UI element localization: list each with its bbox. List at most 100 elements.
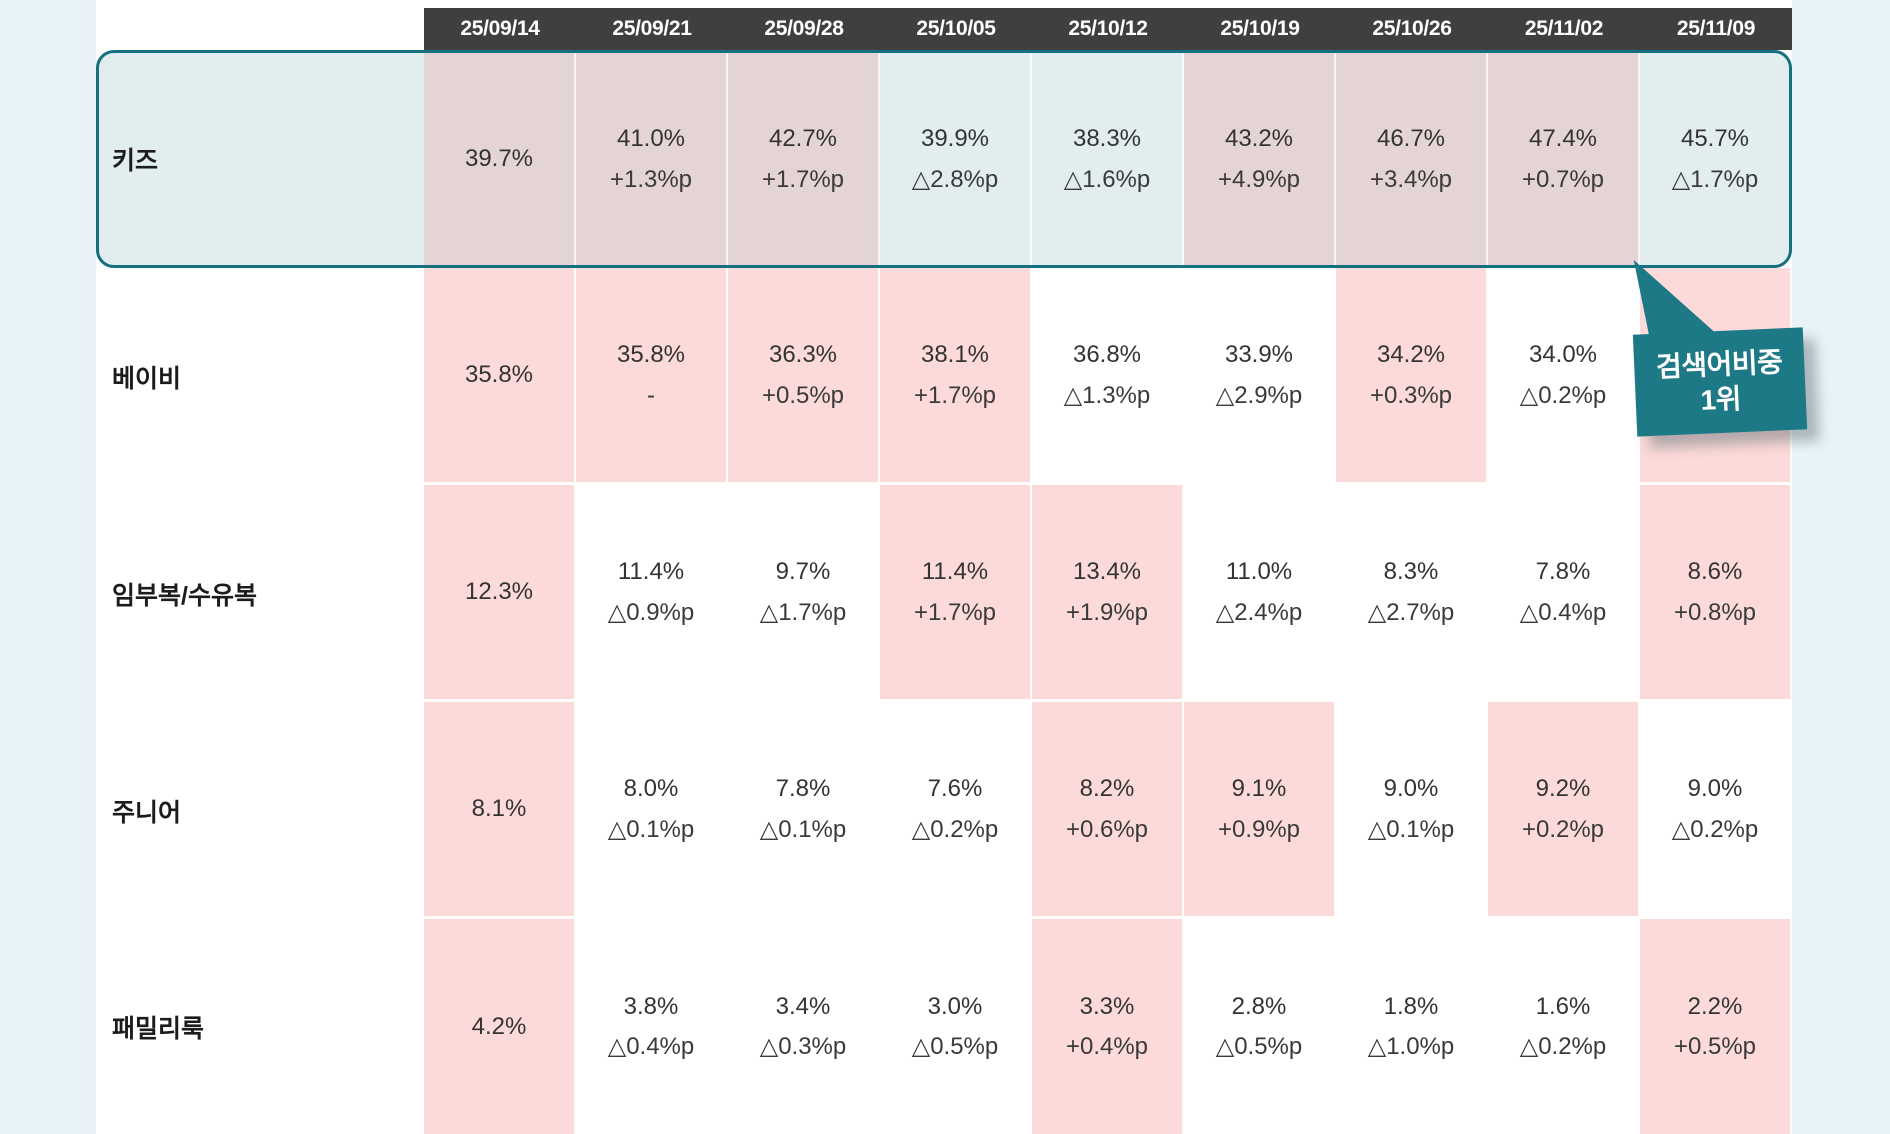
cell-delta: △0.2%p <box>1519 381 1607 409</box>
weekly-search-share-table: 25/09/14 25/09/21 25/09/28 25/10/05 25/10/12… <box>96 8 1792 1134</box>
table-cell: 35.8% - <box>576 268 728 485</box>
cell-value: 3.8% <box>623 992 679 1020</box>
cell-value: 9.0% <box>1383 775 1439 803</box>
table-cell: 1.8% △1.0%p <box>1336 919 1488 1134</box>
cell-value: 34.0% <box>1528 341 1598 369</box>
cell-value: 8.1% <box>471 795 527 823</box>
cell-delta: +0.3%p <box>1369 381 1453 409</box>
cell-value: 42.7% <box>768 125 838 153</box>
cell-delta: △2.8%p <box>911 165 999 193</box>
cell-value: 9.7% <box>775 558 831 586</box>
column-header-date-4: 25/10/12 <box>1032 8 1184 50</box>
cell-delta: △1.7%p <box>1671 165 1759 193</box>
table-cell: 39.7% <box>424 50 576 268</box>
cell-value: 8.6% <box>1687 558 1743 586</box>
cell-value: 1.6% <box>1535 992 1591 1020</box>
cell-delta: +0.5%p <box>761 381 845 409</box>
table-cell: 34.2% +0.3%p <box>1336 268 1488 485</box>
column-header-date-2: 25/09/28 <box>728 8 880 50</box>
cell-value: 9.2% <box>1535 775 1591 803</box>
table-cell: 43.2% +4.9%p <box>1184 50 1336 268</box>
cell-value: 47.4% <box>1528 125 1598 153</box>
cell-delta: △0.2%p <box>1519 1033 1607 1060</box>
cell-value: 3.0% <box>927 992 983 1020</box>
table-cell: 7.8% △0.1%p <box>728 702 880 919</box>
table-cell: 38.1% +1.7%p <box>880 268 1032 485</box>
table-cell: 3.3% +0.4%p <box>1032 919 1184 1134</box>
table-cell: 34.0% △0.2%p <box>1488 268 1640 485</box>
cell-value: 11.4% <box>617 558 685 586</box>
column-header-date-1: 25/09/21 <box>576 8 728 50</box>
cell-value: 12.3% <box>464 578 534 606</box>
cell-value: 4.2% <box>471 1012 527 1040</box>
table-cell: 7.6% △0.2%p <box>880 702 1032 919</box>
cell-value: 35.8% <box>464 361 534 389</box>
column-header-date-3: 25/10/05 <box>880 8 1032 50</box>
table-cell: 8.2% +0.6%p <box>1032 702 1184 919</box>
table-cell: 13.4% +1.9%p <box>1032 485 1184 702</box>
column-header-date-0: 25/09/14 <box>424 8 576 50</box>
cell-delta: +1.3%p <box>609 165 693 193</box>
row-label-0: 키즈 <box>96 50 424 268</box>
column-header-date-7: 25/11/02 <box>1488 8 1640 50</box>
cell-delta: △0.3%p <box>759 1033 847 1060</box>
cell-value: 43.2% <box>1224 125 1294 153</box>
table-cell: 9.2% +0.2%p <box>1488 702 1640 919</box>
cell-delta: △0.9%p <box>607 598 695 626</box>
cell-delta: +0.5%p <box>1673 1033 1757 1060</box>
cell-delta: △2.9%p <box>1215 381 1303 409</box>
cell-value: 2.2% <box>1687 992 1743 1020</box>
cell-delta: +0.9%p <box>1217 815 1301 843</box>
cell-delta: +1.9%p <box>1065 598 1149 626</box>
cell-delta: △2.7%p <box>1367 598 1455 626</box>
cell-delta: +0.4%p <box>1065 1033 1149 1060</box>
cell-value: 2.8% <box>1231 992 1287 1020</box>
row-label-1: 베이비 <box>112 364 182 393</box>
cell-value: 36.8% <box>1072 341 1142 369</box>
cell-delta: +0.8%p <box>1673 598 1757 626</box>
cell-value: 7.8% <box>775 775 831 803</box>
cell-delta: - <box>647 381 655 409</box>
cell-value: 46.7% <box>1376 125 1446 153</box>
table-cell: 9.0% △0.2%p <box>1640 702 1792 919</box>
cell-delta: △0.2%p <box>911 815 999 843</box>
table-cell: 9.0% △0.1%p <box>1336 702 1488 919</box>
cell-value: 1.8% <box>1383 992 1439 1020</box>
cell-delta: △0.4%p <box>607 1033 695 1060</box>
rank-callout-badge: 검색어비중 1위 <box>1632 327 1808 437</box>
table-cell: 8.1% <box>424 702 576 919</box>
header-corner <box>96 8 424 50</box>
cell-value: 9.1% <box>1231 775 1287 803</box>
cell-delta: +0.2%p <box>1521 815 1605 843</box>
table-cell: 1.6% △0.2%p <box>1488 919 1640 1134</box>
table-cell: 3.4% △0.3%p <box>728 919 880 1134</box>
cell-value: 8.3% <box>1383 558 1439 586</box>
table-cell: 38.3% △1.6%p <box>1032 50 1184 268</box>
cell-delta: △0.5%p <box>1215 1033 1303 1060</box>
cell-value: 39.9% <box>920 125 990 153</box>
table-cell: 35.8% <box>424 268 576 485</box>
cell-delta: △0.5%p <box>911 1033 999 1060</box>
table-cell: 46.7% +3.4%p <box>1336 50 1488 268</box>
table-cell: 33.9% △2.9%p <box>1184 268 1336 485</box>
table-cell: 42.7% +1.7%p <box>728 50 880 268</box>
cell-value: 3.4% <box>775 992 831 1020</box>
table-cell: 3.0% △0.5%p <box>880 919 1032 1134</box>
table-cell: 12.3% <box>424 485 576 702</box>
cell-value: 33.9% <box>1224 341 1294 369</box>
cell-delta: +3.4%p <box>1369 165 1453 193</box>
cell-delta: +1.7%p <box>913 598 997 626</box>
cell-delta: △1.6%p <box>1063 165 1151 193</box>
table-cell: 7.8% △0.4%p <box>1488 485 1640 702</box>
table-cell: 36.8% △1.3%p <box>1032 268 1184 485</box>
table-cell: 41.0% +1.3%p <box>576 50 728 268</box>
cell-value: 36.3% <box>768 341 838 369</box>
badge-line1: 검색어비중 <box>1655 346 1784 383</box>
cell-value: 11.0% <box>1225 558 1293 586</box>
table-cell: 2.8% △0.5%p <box>1184 919 1336 1134</box>
table-cell: 9.7% △1.7%p <box>728 485 880 702</box>
cell-value: 7.8% <box>1535 558 1591 586</box>
cell-value: 41.0% <box>616 125 686 153</box>
cell-delta: +1.7%p <box>913 381 997 409</box>
